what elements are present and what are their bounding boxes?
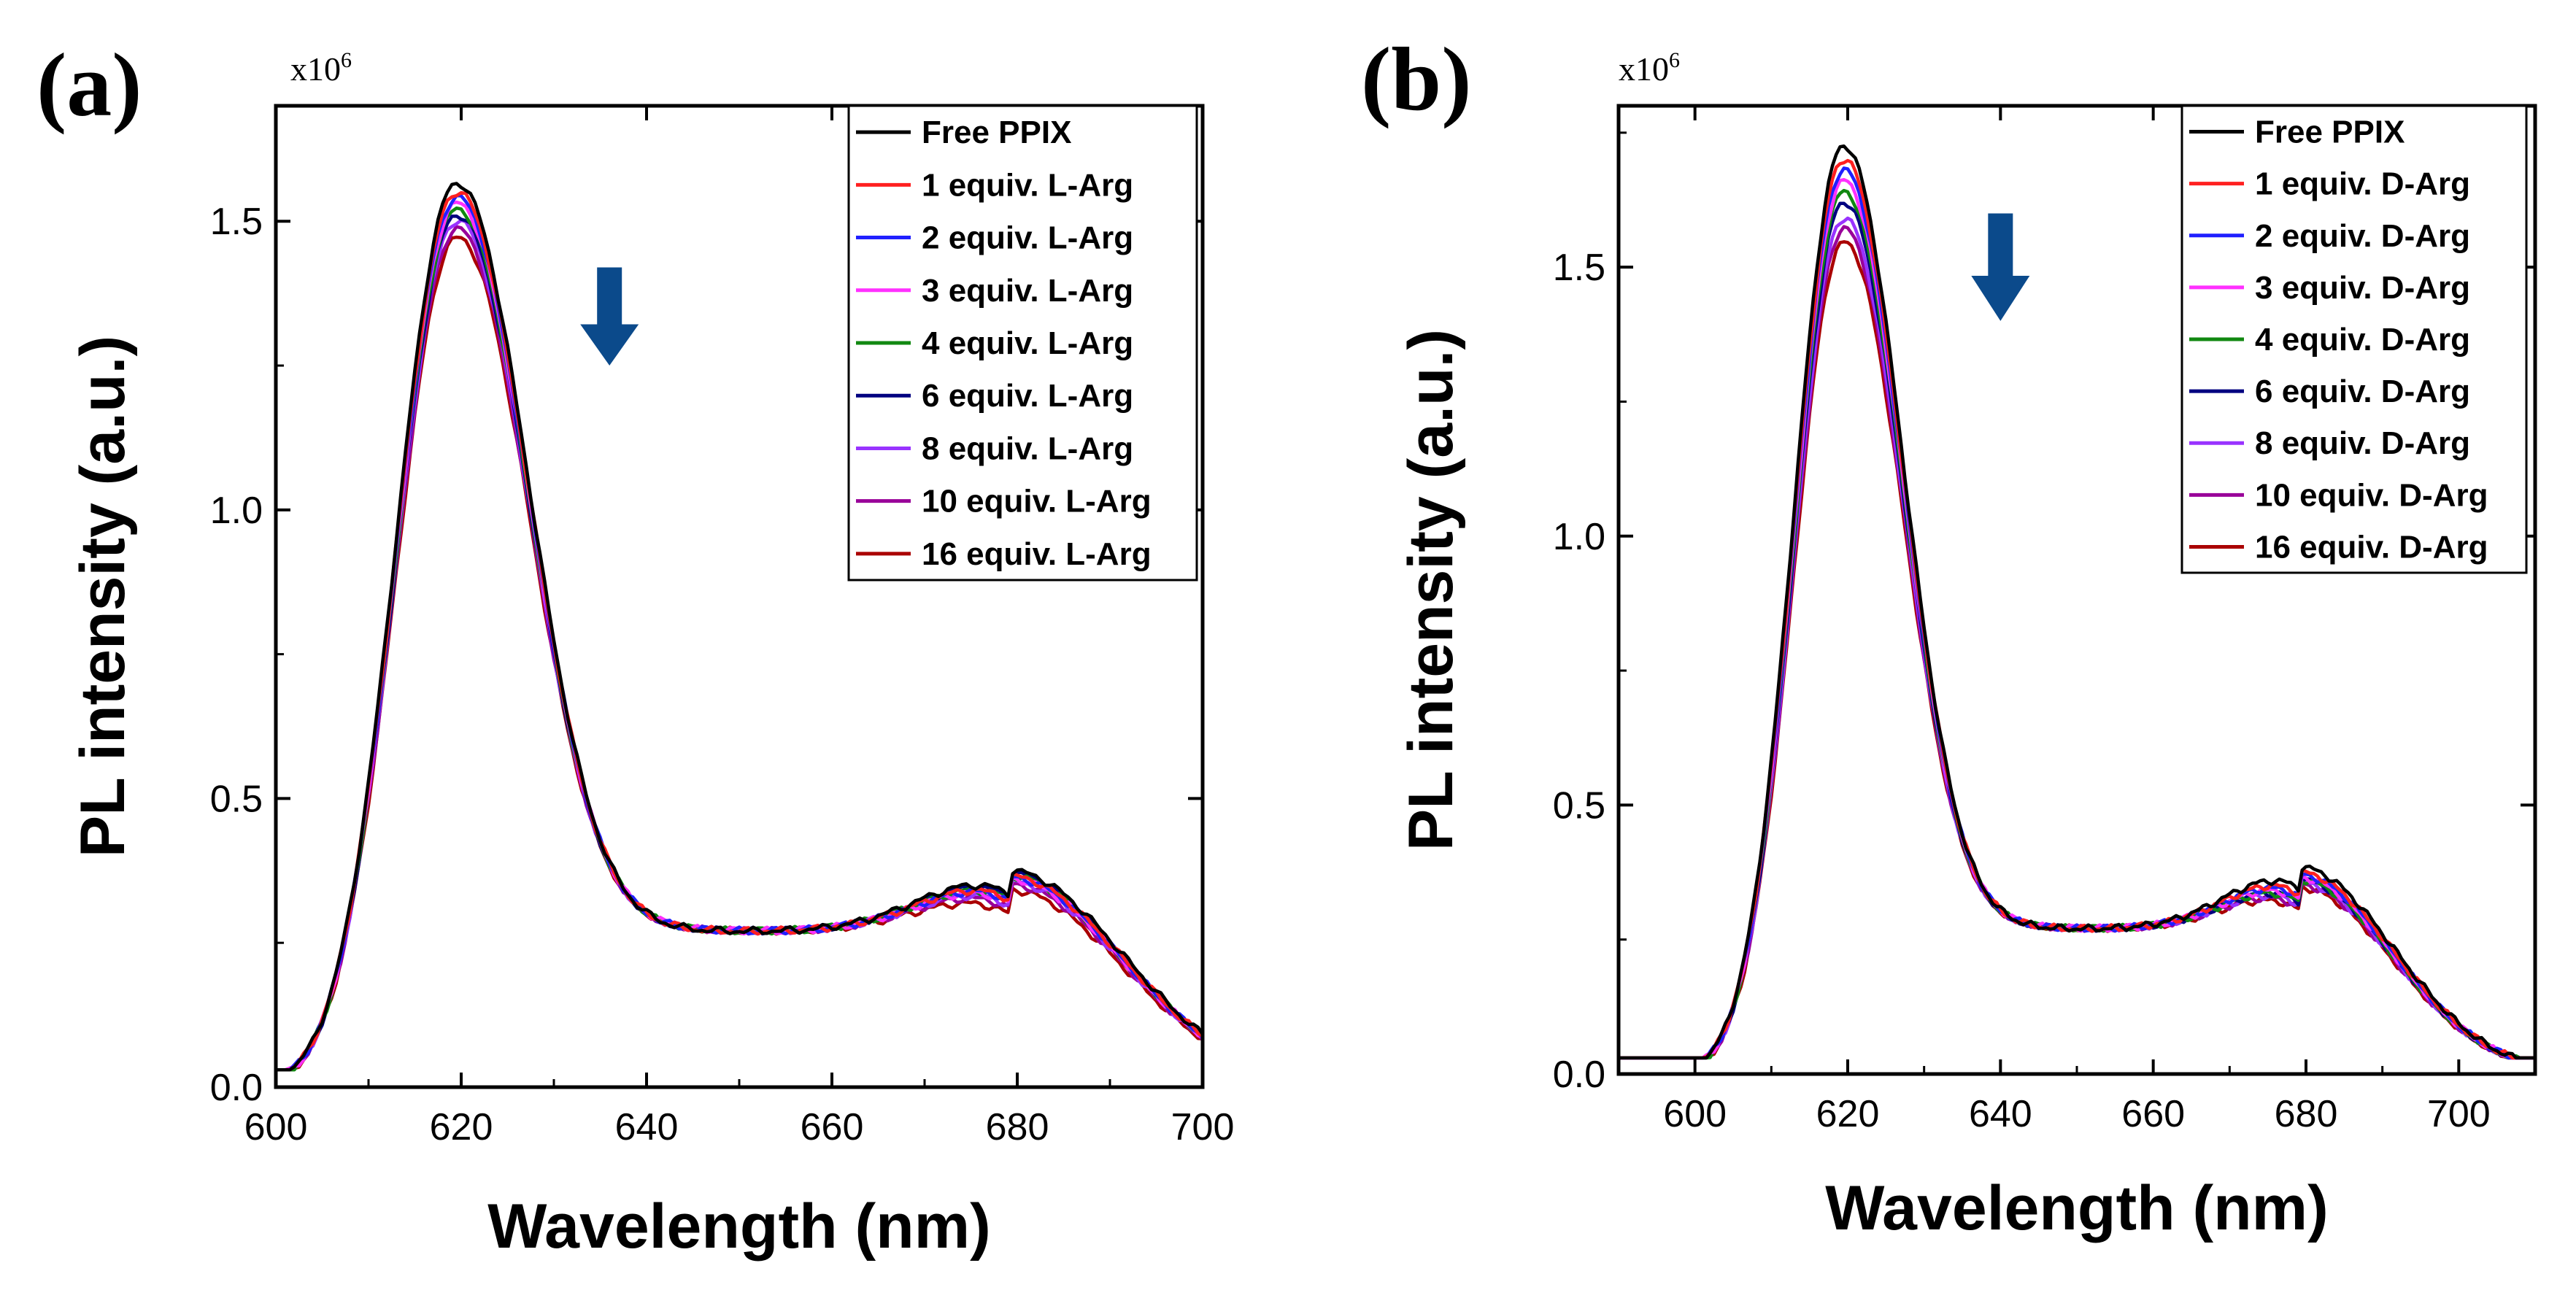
x-tick-label: 660 — [801, 1106, 864, 1148]
x-tick-label: 640 — [1969, 1093, 2032, 1135]
series-line-1 — [276, 182, 1203, 1072]
x-tick-label: 620 — [1816, 1093, 1880, 1135]
y-tick-label: 0.5 — [210, 778, 263, 820]
legend-entry: 16 equiv. L-Arg — [922, 536, 1152, 572]
panel-b-label: (b) — [1361, 29, 1472, 129]
panel-a-y-multiplier: x106 — [290, 48, 352, 88]
panel-a-x-axis-title: Wavelength (nm) — [487, 1191, 991, 1262]
panel-b-plot-frame — [1616, 104, 2537, 1076]
legend-entry: 3 equiv. D-Arg — [2255, 270, 2470, 306]
panel-a-ticks: 600 620 640 660 680 700 0.0 0.5 1.0 1.5 — [210, 106, 1235, 1148]
legend-entry: 4 equiv. D-Arg — [2255, 322, 2470, 358]
x-tick-label: 600 — [1663, 1093, 1727, 1135]
legend-entry: 10 equiv. L-Arg — [922, 484, 1152, 519]
x-tick-label: 680 — [986, 1106, 1049, 1148]
x-tick-label: 620 — [430, 1106, 493, 1148]
legend-entry: 6 equiv. L-Arg — [922, 378, 1133, 414]
panel-b-legend: Free PPIX 1 equiv. D-Arg 2 equiv. D-Arg 3 e… — [2180, 104, 2528, 574]
panel-a-legend: Free PPIX 1 equiv. L-Arg 2 equiv. L-Arg 3 e… — [847, 104, 1198, 582]
legend-entry: 8 equiv. L-Arg — [922, 430, 1133, 466]
x-tick-label: 660 — [2121, 1093, 2185, 1135]
panel-b-x-axis-title: Wavelength (nm) — [1825, 1173, 2329, 1243]
panel-a-y-axis-title: PL intensity (a.u.) — [68, 336, 138, 857]
legend-entry: 4 equiv. L-Arg — [922, 325, 1133, 361]
x-tick-label: 640 — [615, 1106, 679, 1148]
x-tick-label: 680 — [2275, 1093, 2338, 1135]
y-tick-label: 0.0 — [210, 1067, 263, 1109]
panel-a-down-arrow — [580, 267, 639, 366]
x-tick-label: 700 — [1171, 1106, 1235, 1148]
x-tick-label: 700 — [2427, 1093, 2491, 1135]
legend-entry: 8 equiv. D-Arg — [2255, 425, 2470, 461]
panel-a-plot-frame — [274, 104, 1205, 1089]
down-arrow-icon — [1971, 213, 2030, 321]
panel-b-y-axis-title: PL intensity (a.u.) — [1396, 329, 1466, 851]
y-tick-label: 1.5 — [210, 201, 263, 243]
series-line-1 — [1619, 144, 2535, 1060]
y-tick-label: 1.0 — [1553, 516, 1605, 558]
y-tick-label: 1.0 — [210, 490, 263, 532]
y-tick-label: 1.5 — [1553, 247, 1605, 289]
panel-b: (b) x106 600 620 640 660 680 7000.00.51.01.5 … — [1361, 29, 2537, 1243]
legend-entry: Free PPIX — [2255, 115, 2405, 150]
legend-entry: Free PPIX — [922, 115, 1071, 150]
y-tick-label: 0.0 — [1553, 1054, 1605, 1096]
y-tick-label: 0.5 — [1553, 784, 1605, 827]
legend-entry: 1 equiv. L-Arg — [922, 167, 1133, 203]
legend-entry: 1 equiv. D-Arg — [2255, 166, 2470, 202]
legend-entry: 10 equiv. D-Arg — [2255, 477, 2488, 513]
panel-b-ticks: 600 620 640 660 680 700 0.0 0.5 1.0 1.5 — [1553, 106, 2537, 1135]
panel-a: (a) x106 600 620 640 660 680 7000.00.51.01.5 … — [36, 35, 1234, 1262]
legend-entry: 16 equiv. D-Arg — [2255, 529, 2488, 565]
legend-entry: 3 equiv. L-Arg — [922, 273, 1133, 309]
panel-a-label: (a) — [36, 35, 142, 135]
down-arrow-icon — [580, 267, 639, 366]
legend-entry: 2 equiv. D-Arg — [2255, 218, 2470, 254]
x-tick-label: 600 — [244, 1106, 308, 1148]
panel-b-down-arrow — [1971, 213, 2030, 321]
panel-b-y-multiplier: x106 — [1619, 48, 1680, 88]
legend-entry: 2 equiv. L-Arg — [922, 220, 1133, 256]
legend-entry: 6 equiv. D-Arg — [2255, 374, 2470, 409]
